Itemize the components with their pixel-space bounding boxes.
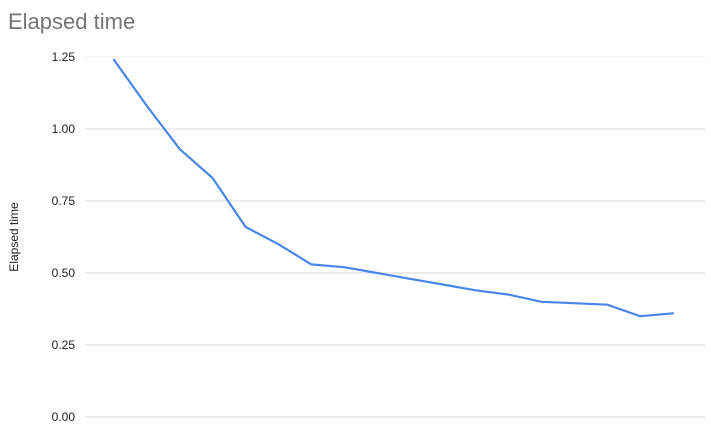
chart-title: Elapsed time [8,9,135,34]
y-tick-label: 0.00 [52,410,76,424]
y-axis-label: Elapsed time [7,202,21,272]
y-tick-label: 0.25 [52,338,76,352]
y-tick-label: 0.50 [52,266,76,280]
y-tick-label: 1.25 [52,50,76,64]
y-tick-label: 1.00 [52,122,76,136]
y-tick-labels: 0.00 0.25 0.50 0.75 1.00 1.25 [52,50,76,424]
gridlines [85,56,705,418]
y-tick-label: 0.75 [52,194,76,208]
series-line [112,58,675,318]
series-layer [112,58,675,318]
